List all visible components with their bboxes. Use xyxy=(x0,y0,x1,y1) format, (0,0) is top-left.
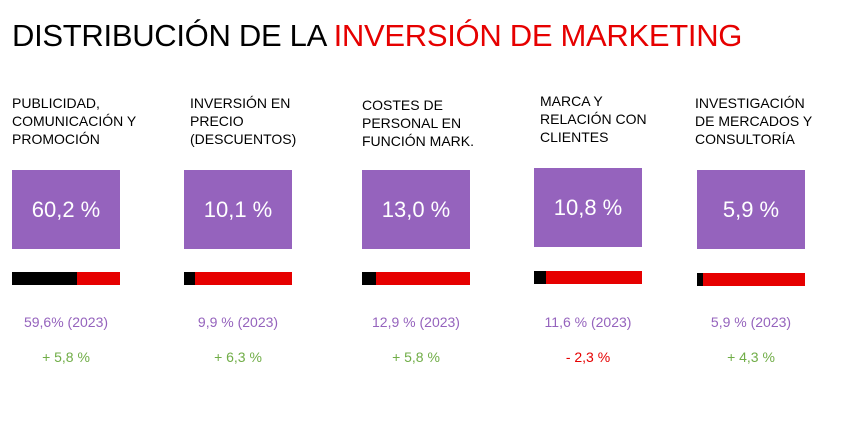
previous-year-value: 5,9 % (2023) xyxy=(710,314,792,330)
value-text: 10,1 % xyxy=(203,196,273,222)
share-bar xyxy=(12,272,120,285)
share-bar xyxy=(362,272,470,285)
value-box: 10,8 % xyxy=(534,168,642,247)
share-bar xyxy=(184,272,292,285)
category-column: INVESTIGACIÓN DE MERCADOS Y CONSULTORÍA … xyxy=(695,0,827,424)
category-label: PUBLICIDAD, COMUNICACIÓN Y PROMOCIÓN xyxy=(12,95,137,147)
category-label: MARCA Y RELACIÓN CON CLIENTES xyxy=(540,93,647,145)
value-text: 5,9 % xyxy=(722,196,780,222)
title-prefix: DISTRIBUCIÓN DE LA xyxy=(12,18,334,53)
category-label: INVERSIÓN EN PRECIO (DESCUENTOS) xyxy=(190,95,297,147)
category-column: PUBLICIDAD, COMUNICACIÓN Y PROMOCIÓN 60,… xyxy=(12,0,142,424)
previous-year-value: 12,9 % (2023) xyxy=(372,314,460,330)
category-label: COSTES DE PERSONAL EN FUNCIÓN MARK. xyxy=(362,97,474,149)
change-value: + 4,3 % xyxy=(727,349,775,365)
previous-year-value: 59,6% (2023) xyxy=(23,314,109,330)
value-box: 5,9 % xyxy=(697,170,805,249)
page-title: DISTRIBUCIÓN DE LA INVERSIÓN DE MARKETIN… xyxy=(12,18,742,54)
change-value: + 5,8 % xyxy=(42,349,90,365)
value-box: 13,0 % xyxy=(362,170,470,249)
value-text: 13,0 % xyxy=(381,196,451,222)
category-column: MARCA Y RELACIÓN CON CLIENTES 10,8 % 11,… xyxy=(534,0,664,424)
category-label: INVESTIGACIÓN DE MERCADOS Y CONSULTORÍA xyxy=(695,95,813,147)
share-bar-fill xyxy=(12,272,78,285)
title-accent: INVERSIÓN DE MARKETING xyxy=(333,18,743,53)
share-bar-fill xyxy=(697,273,704,286)
value-text: 10,8 % xyxy=(553,194,623,220)
category-column: INVERSIÓN EN PRECIO (DESCUENTOS) 10,1 % … xyxy=(184,0,314,424)
share-bar-fill xyxy=(534,271,546,284)
share-bar-fill xyxy=(184,272,195,285)
previous-year-value: 11,6 % (2023) xyxy=(544,314,632,330)
share-bar-fill xyxy=(362,272,377,285)
previous-year-value: 9,9 % (2023) xyxy=(197,314,279,330)
share-bar xyxy=(697,273,805,286)
change-value: + 6,3 % xyxy=(214,349,262,365)
value-text: 60,2 % xyxy=(31,196,101,222)
change-value: - 2,3 % xyxy=(565,349,611,365)
value-box: 10,1 % xyxy=(184,170,292,249)
value-box: 60,2 % xyxy=(12,170,120,249)
change-value: + 5,8 % xyxy=(392,349,440,365)
share-bar xyxy=(534,271,642,284)
category-column: COSTES DE PERSONAL EN FUNCIÓN MARK. 13,0… xyxy=(362,0,492,424)
